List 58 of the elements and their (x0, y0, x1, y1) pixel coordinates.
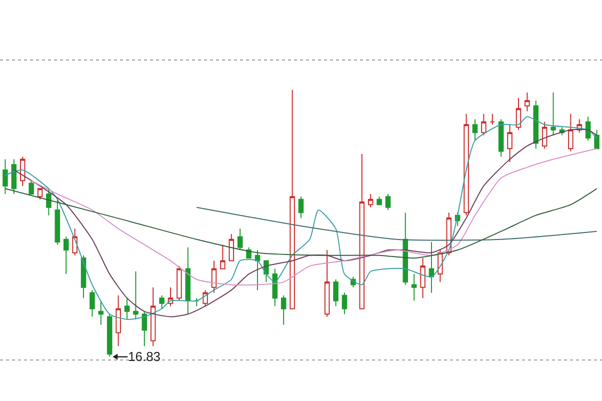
candlestick (80, 254, 86, 299)
candlestick (90, 290, 95, 318)
candlestick (411, 274, 417, 302)
candlestick (594, 129, 600, 150)
candlestick (533, 100, 539, 150)
candlestick (28, 180, 34, 194)
candlestick (481, 113, 486, 136)
candlestick (550, 92, 556, 136)
candlestick (228, 234, 234, 262)
candlestick (464, 113, 469, 216)
candlestick (402, 212, 408, 286)
candlestick (116, 294, 121, 347)
candlestick (385, 193, 391, 210)
candlestick (585, 116, 591, 142)
candlestick (133, 270, 138, 320)
candlestick (124, 298, 130, 320)
candlestick (376, 196, 382, 206)
candlestick (37, 188, 43, 200)
candlestick (420, 258, 426, 299)
candlestick (298, 196, 304, 219)
candlestick (254, 250, 260, 291)
candlestick (63, 236, 69, 275)
candlestick (359, 153, 365, 310)
candlestick (490, 113, 496, 126)
candlestick (2, 158, 8, 194)
candlestick (246, 246, 252, 259)
annotation: 16.83 (128, 349, 161, 364)
candlestick (185, 246, 191, 315)
candlestick (516, 97, 522, 130)
candlestick (498, 118, 504, 158)
candlestick (54, 198, 60, 246)
candlestick (150, 286, 156, 347)
candlestick (237, 228, 243, 251)
candlestick (194, 298, 200, 307)
candlestick (98, 300, 104, 326)
candlestick (290, 89, 295, 310)
candlestick (176, 266, 182, 302)
candlestick (46, 188, 52, 216)
candlestick (324, 250, 330, 318)
candlestick (542, 121, 548, 150)
candlestick (342, 292, 348, 315)
candlestick (272, 268, 278, 307)
candlestick (507, 124, 512, 162)
candlestick (568, 113, 574, 152)
candlestick (333, 278, 338, 307)
candlestick (20, 156, 26, 186)
candlestick (106, 314, 112, 358)
candlestick (211, 260, 217, 294)
candlestick (11, 158, 17, 194)
candlestick (220, 244, 226, 270)
candlestick (202, 290, 208, 307)
candlestick (368, 193, 374, 208)
candlestick (524, 92, 530, 112)
candlestick (159, 294, 164, 310)
candlestick (280, 294, 286, 326)
candlestick (428, 242, 434, 294)
candlestick (142, 310, 148, 347)
candlestick (472, 118, 478, 142)
